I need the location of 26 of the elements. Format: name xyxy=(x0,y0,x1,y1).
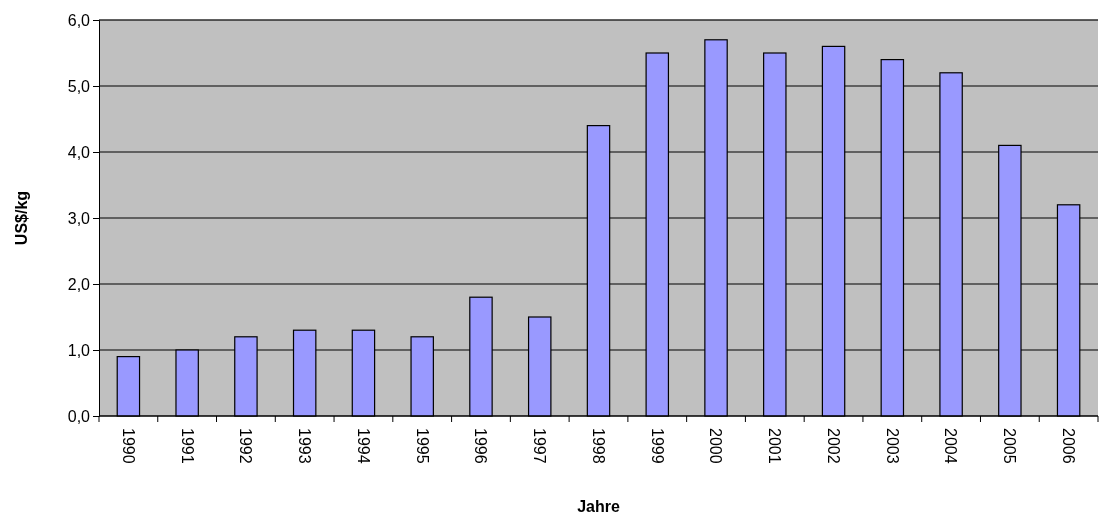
y-tick-label: 3,0 xyxy=(67,209,91,227)
x-axis-title: Jahre xyxy=(577,498,620,515)
y-tick-label: 2,0 xyxy=(67,275,91,293)
y-axis-title: US$/kg xyxy=(13,190,30,246)
x-tick-label: 1994 xyxy=(354,428,372,464)
x-tick-label: 1999 xyxy=(648,428,666,464)
x-tick-label: 1996 xyxy=(472,428,490,464)
y-tick-label: 6,0 xyxy=(67,11,91,29)
x-tick-label: 1993 xyxy=(296,428,314,464)
x-tick-label: 1992 xyxy=(237,428,255,464)
x-tick-label: 2005 xyxy=(1001,428,1019,464)
y-tick-label: 1,0 xyxy=(67,341,91,359)
x-tick-label: 2003 xyxy=(883,428,901,464)
x-tick-label: 2000 xyxy=(707,428,725,464)
y-tick-label: 4,0 xyxy=(67,143,91,161)
y-tick-label: 0,0 xyxy=(67,407,91,425)
x-tick-label: 2001 xyxy=(766,428,784,464)
x-tick-label: 1997 xyxy=(531,428,549,464)
x-tick-label: 1995 xyxy=(413,428,431,464)
x-tick-label: 2002 xyxy=(824,428,842,464)
x-tick-label: 1991 xyxy=(178,428,196,464)
x-tick-label: 1998 xyxy=(589,428,607,464)
x-tick-label: 2006 xyxy=(1060,428,1078,464)
y-tick-label: 5,0 xyxy=(67,77,91,95)
x-tick-label: 1990 xyxy=(119,428,137,464)
x-tick-label: 2004 xyxy=(942,428,960,464)
